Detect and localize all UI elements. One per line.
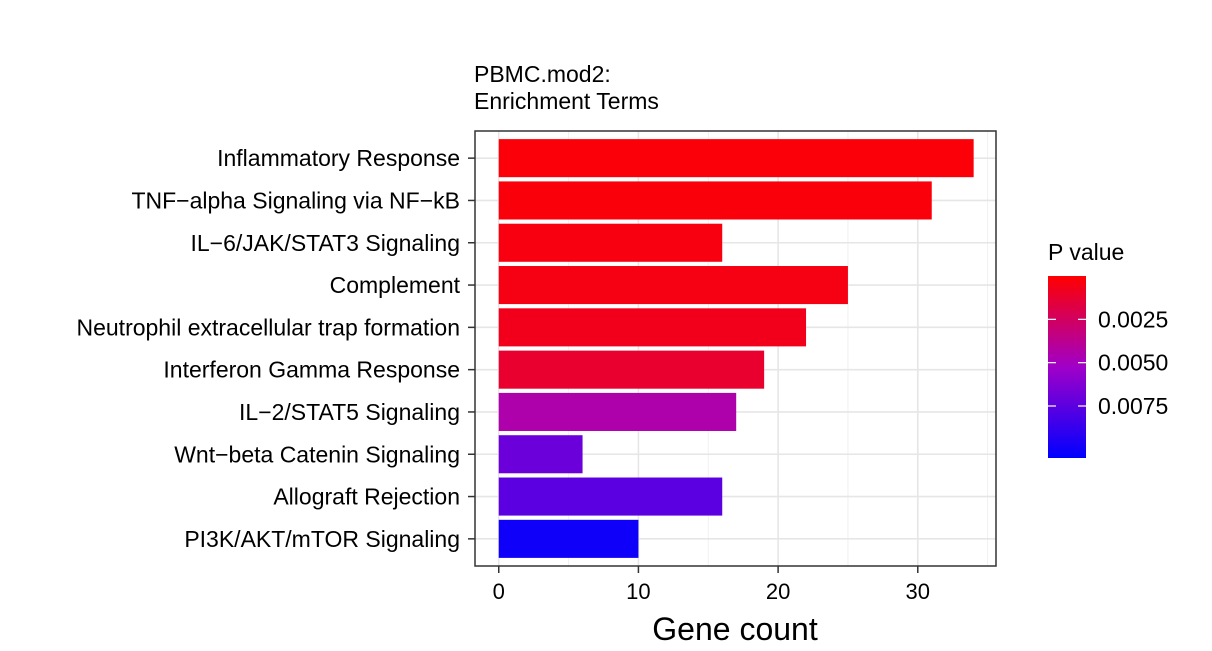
legend-tick-label: 0.0025 xyxy=(1098,306,1168,332)
legend-colorbar xyxy=(1048,276,1086,458)
legend: P value 0.0025 0.0050 0.0075 xyxy=(1048,239,1168,458)
y-tick-label: IL−6/JAK/STAT3 Signaling xyxy=(190,230,460,256)
y-axis: Inflammatory Response TNF−alpha Signaling… xyxy=(76,145,475,552)
x-tick-label: 0 xyxy=(493,579,505,604)
chart-title: PBMC.mod2: xyxy=(474,61,611,87)
y-tick-label: IL−2/STAT5 Signaling xyxy=(239,399,460,425)
y-tick-label: Neutrophil extracellular trap formation xyxy=(76,314,460,340)
y-tick-label: Inflammatory Response xyxy=(217,145,460,171)
x-tick-label: 30 xyxy=(906,579,930,604)
bar xyxy=(498,519,639,558)
bar xyxy=(498,477,723,516)
bar xyxy=(498,435,583,474)
y-tick-label: TNF−alpha Signaling via NF−kB xyxy=(131,187,460,213)
bar xyxy=(498,223,723,262)
legend-tick-label: 0.0050 xyxy=(1098,350,1168,376)
bar xyxy=(498,181,932,220)
y-tick-label: PI3K/AKT/mTOR Signaling xyxy=(184,526,460,552)
y-tick-label: Allograft Rejection xyxy=(273,484,460,510)
bar xyxy=(498,392,737,431)
bar xyxy=(498,308,807,347)
bar xyxy=(498,350,765,389)
bar xyxy=(498,139,974,178)
x-axis-title: Gene count xyxy=(652,611,818,647)
x-tick-label: 10 xyxy=(626,579,650,604)
x-axis: 0 10 20 30 xyxy=(493,566,930,604)
legend-tick-label: 0.0075 xyxy=(1098,393,1168,419)
bars xyxy=(498,139,974,558)
chart-subtitle: Enrichment Terms xyxy=(474,88,659,114)
legend-title: P value xyxy=(1048,239,1124,265)
y-tick-label: Complement xyxy=(330,272,461,298)
plot-panel-border xyxy=(474,130,997,567)
x-tick-label: 20 xyxy=(766,579,790,604)
y-tick-label: Interferon Gamma Response xyxy=(163,357,460,383)
bar xyxy=(498,266,848,305)
y-tick-label: Wnt−beta Catenin Signaling xyxy=(174,441,460,467)
